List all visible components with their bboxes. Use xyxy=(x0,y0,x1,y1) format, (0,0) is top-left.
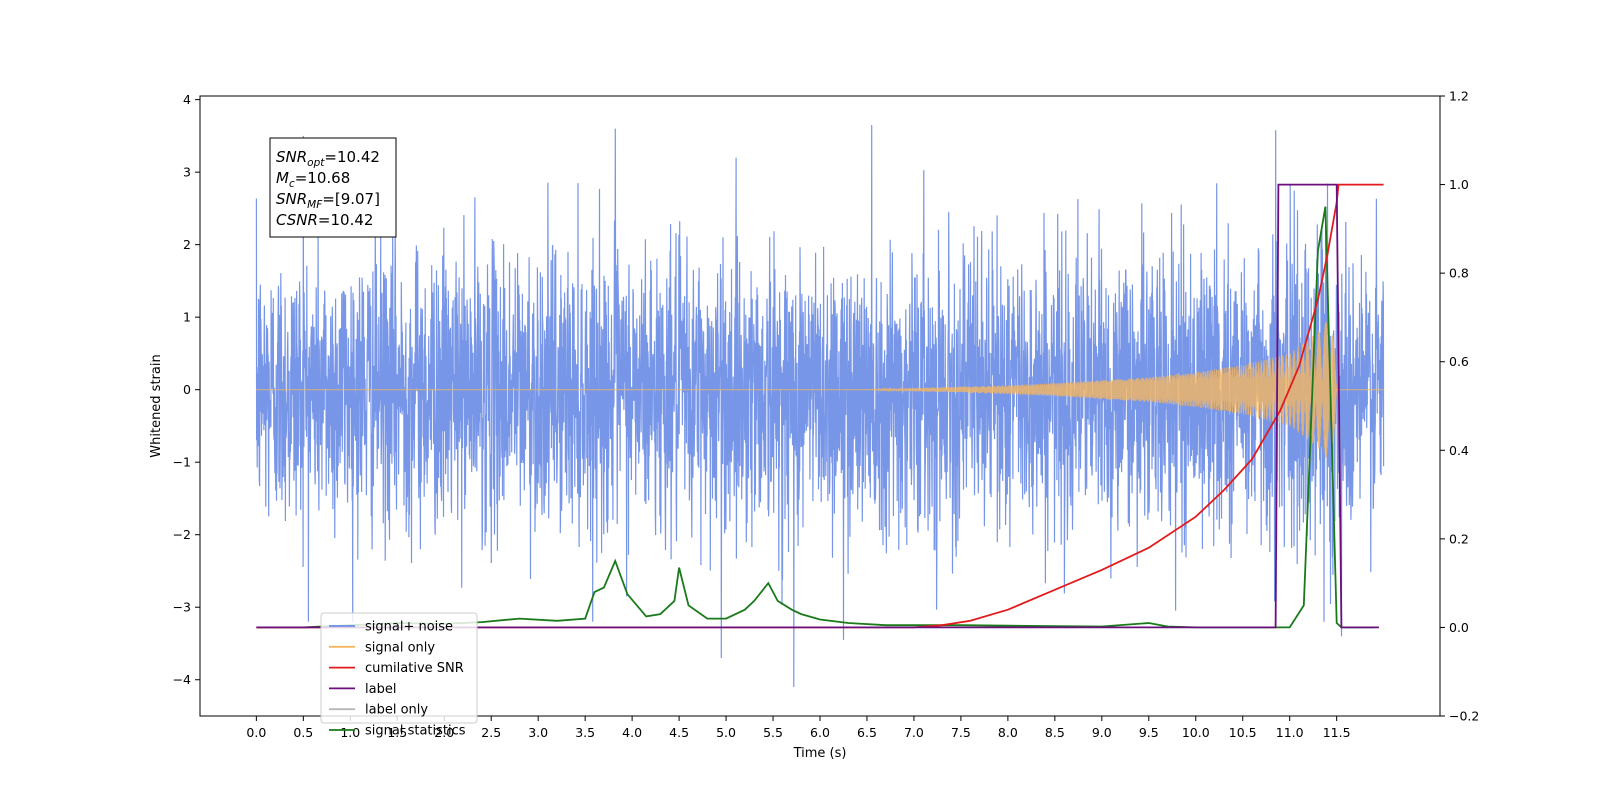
x-tick-label: 0.0 xyxy=(246,725,266,740)
annotation-symbol: M xyxy=(276,169,289,187)
y-tick-label: 0 xyxy=(183,382,191,397)
legend-label: label xyxy=(365,682,396,697)
annotation-symbol: CSNR xyxy=(276,211,318,229)
x-tick-label: 10.5 xyxy=(1229,725,1257,740)
x-tick-label: 6.0 xyxy=(810,725,830,740)
annotation-value: =[9.07] xyxy=(322,190,380,208)
annotation-subscript: c xyxy=(289,178,295,190)
x-tick-label: 3.5 xyxy=(575,725,595,740)
annotation-line: CSNR=10.42 xyxy=(276,211,373,229)
series-cumulative-snr xyxy=(256,183,1384,629)
x-tick-label: 1.0 xyxy=(340,725,360,740)
x-axis-label: Time (s) xyxy=(793,746,847,761)
annotation-value: =10.42 xyxy=(318,211,374,229)
x-tick-label: 4.5 xyxy=(669,725,689,740)
y2-tick-label: 0.4 xyxy=(1449,443,1469,458)
x-tick-label: 2.5 xyxy=(481,725,501,740)
stats-annotation-box: SNRopt=10.42Mc=10.68SNRMF=[9.07]CSNR=10.… xyxy=(269,137,397,238)
x-tick-label: 6.5 xyxy=(857,725,877,740)
y-tick-label: 4 xyxy=(183,92,191,107)
y-tick-label: −3 xyxy=(173,600,191,615)
legend-label: signal only xyxy=(365,640,435,655)
x-tick-label: 5.5 xyxy=(763,725,783,740)
x-tick-label: 7.5 xyxy=(951,725,971,740)
x-tick-label: 11.5 xyxy=(1323,725,1351,740)
x-tick-label: 4.0 xyxy=(622,725,642,740)
x-tick-label: 0.5 xyxy=(293,725,313,740)
plot-series-layer xyxy=(255,124,1385,688)
x-axis: 0.0 0.5 1.0 1.5 2.0 2.5 3.0 3.5 4.0 4.5 5.0 5.5 6.0 6… xyxy=(246,716,1351,740)
y2-tick-label: 1.2 xyxy=(1449,89,1469,104)
legend-frame xyxy=(320,612,478,724)
y2-tick-label: 1.0 xyxy=(1449,177,1469,192)
annotation-value: =10.68 xyxy=(295,169,351,187)
legend: signal+ noise signal only cumilative SNR la… xyxy=(320,612,478,739)
x-tick-label: 1.5 xyxy=(387,725,407,740)
y2-tick-label: 0.0 xyxy=(1449,620,1469,635)
annotation-line: SNRMF=[9.07] xyxy=(276,190,380,211)
y-tick-label: 1 xyxy=(183,310,191,325)
legend-label: signal+ noise xyxy=(365,620,453,635)
series-label xyxy=(256,183,1379,629)
legend-label: signal statistics xyxy=(365,724,466,739)
y2-tick-label: 0.8 xyxy=(1449,266,1469,281)
y-tick-label: −4 xyxy=(173,672,191,687)
x-tick-label: 8.0 xyxy=(998,725,1018,740)
y2-tick-label: −0.2 xyxy=(1449,709,1479,724)
y-tick-label: −1 xyxy=(173,455,191,470)
x-tick-label: 8.5 xyxy=(1045,725,1065,740)
x-tick-label: 5.0 xyxy=(716,725,736,740)
y-tick-label: 2 xyxy=(183,237,191,252)
legend-label: cumilative SNR xyxy=(365,661,464,676)
annotation-line: Mc=10.68 xyxy=(276,169,350,190)
x-tick-label: 7.0 xyxy=(904,725,924,740)
annotation-subscript: MF xyxy=(307,199,323,211)
annotation-symbol: SNR xyxy=(276,190,307,208)
series-signal-noise xyxy=(255,124,1385,688)
y-axis-right: −0.2 0.0 0.2 0.4 0.6 0.8 1.0 1.2 xyxy=(1440,89,1479,724)
x-tick-label: 10.0 xyxy=(1182,725,1210,740)
y-tick-label: −2 xyxy=(173,527,191,542)
annotation-value: =10.42 xyxy=(324,148,380,166)
legend-label: label only xyxy=(365,703,428,718)
y-axis-label: Whitened strain xyxy=(149,354,164,457)
x-tick-label: 11.0 xyxy=(1276,725,1304,740)
x-tick-label: 9.0 xyxy=(1092,725,1112,740)
x-tick-label: 2.0 xyxy=(434,725,454,740)
x-tick-label: 3.0 xyxy=(528,725,548,740)
x-tick-label: 9.5 xyxy=(1139,725,1159,740)
annotation-subscript: opt xyxy=(307,157,325,169)
y2-tick-label: 0.6 xyxy=(1449,354,1469,369)
y-axis-left: −4 −3 −2 −1 0 1 2 3 4 xyxy=(173,92,200,687)
y-tick-label: 3 xyxy=(183,165,191,180)
annotation-frame xyxy=(269,137,397,238)
series-signal-only xyxy=(256,321,1384,458)
annotation-line: SNRopt=10.42 xyxy=(276,148,380,169)
annotation-symbol: SNR xyxy=(276,148,307,166)
y2-tick-label: 0.2 xyxy=(1449,531,1469,546)
